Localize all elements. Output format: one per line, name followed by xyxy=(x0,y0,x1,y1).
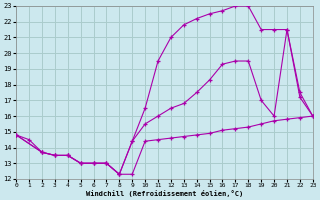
X-axis label: Windchill (Refroidissement éolien,°C): Windchill (Refroidissement éolien,°C) xyxy=(86,190,243,197)
